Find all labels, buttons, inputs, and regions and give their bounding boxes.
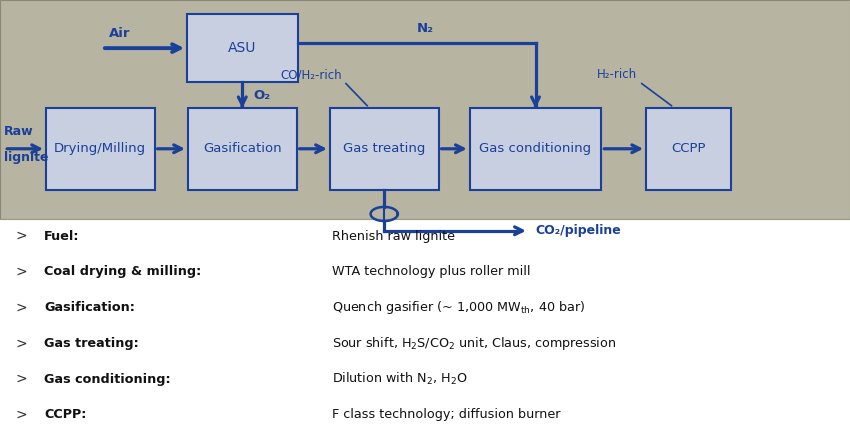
Text: lignite: lignite xyxy=(4,151,48,164)
Text: Fuel:: Fuel: xyxy=(44,230,80,243)
Text: N₂: N₂ xyxy=(416,22,434,34)
Text: Air: Air xyxy=(109,27,130,40)
Text: F class technology; diffusion burner: F class technology; diffusion burner xyxy=(332,408,560,421)
FancyBboxPatch shape xyxy=(46,108,155,190)
Text: >: > xyxy=(15,372,27,386)
Text: Sour shift, H$_\mathregular{2}$S/CO$_\mathregular{2}$ unit, Claus, compression: Sour shift, H$_\mathregular{2}$S/CO$_\ma… xyxy=(332,335,616,352)
Text: Gasification:: Gasification: xyxy=(44,301,135,314)
Text: Drying/Milling: Drying/Milling xyxy=(54,142,146,155)
Text: H₂-rich: H₂-rich xyxy=(598,69,638,81)
Text: WTA technology plus roller mill: WTA technology plus roller mill xyxy=(332,265,530,278)
Text: ASU: ASU xyxy=(228,41,257,55)
Text: >: > xyxy=(15,265,27,279)
FancyBboxPatch shape xyxy=(646,108,731,190)
FancyBboxPatch shape xyxy=(187,14,298,82)
Text: >: > xyxy=(15,336,27,351)
FancyBboxPatch shape xyxy=(188,108,297,190)
Text: Quench gasifier (~ 1,000 MW$_\mathregular{th}$, 40 bar): Quench gasifier (~ 1,000 MW$_\mathregula… xyxy=(332,299,585,316)
Text: Gas treating:: Gas treating: xyxy=(44,337,139,350)
Bar xyxy=(0,0,850,219)
Bar xyxy=(0,219,850,442)
Text: Rhenish raw lignite: Rhenish raw lignite xyxy=(332,230,455,243)
Text: CCPP:: CCPP: xyxy=(44,408,87,421)
FancyBboxPatch shape xyxy=(330,108,439,190)
Text: >: > xyxy=(15,408,27,422)
Text: Raw: Raw xyxy=(4,125,34,138)
Text: Coal drying & milling:: Coal drying & milling: xyxy=(44,265,201,278)
Text: Gasification: Gasification xyxy=(203,142,281,155)
Text: CO/H₂-rich: CO/H₂-rich xyxy=(280,69,342,81)
Text: Gas conditioning: Gas conditioning xyxy=(479,142,592,155)
Text: >: > xyxy=(15,301,27,315)
Text: Gas treating: Gas treating xyxy=(343,142,425,155)
Text: >: > xyxy=(15,229,27,243)
Text: CO₂/pipeline: CO₂/pipeline xyxy=(536,224,621,237)
Text: Gas conditioning:: Gas conditioning: xyxy=(44,373,171,385)
Text: O₂: O₂ xyxy=(253,89,270,102)
Text: Dilution with N$_\mathregular{2}$, H$_\mathregular{2}$O: Dilution with N$_\mathregular{2}$, H$_\m… xyxy=(332,371,467,387)
FancyBboxPatch shape xyxy=(469,108,601,190)
Text: CCPP: CCPP xyxy=(672,142,705,155)
